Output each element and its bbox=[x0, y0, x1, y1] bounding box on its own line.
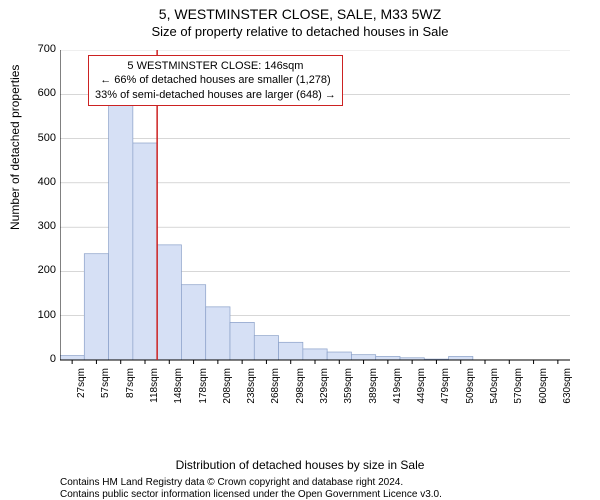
x-tick-label: 208sqm bbox=[222, 368, 233, 412]
callout-line1: 5 WESTMINSTER CLOSE: 146sqm bbox=[95, 59, 336, 73]
x-tick-label: 238sqm bbox=[246, 368, 257, 412]
x-tick-label: 600sqm bbox=[538, 368, 549, 412]
y-tick-label: 500 bbox=[26, 132, 56, 144]
footer-copyright-2: Contains public sector information licen… bbox=[60, 489, 442, 500]
y-tick-label: 200 bbox=[26, 264, 56, 276]
y-tick-label: 100 bbox=[26, 309, 56, 321]
x-tick-label: 329sqm bbox=[319, 368, 330, 412]
x-tick-label: 27sqm bbox=[76, 368, 87, 412]
y-axis-label: Number of detached properties bbox=[8, 65, 22, 230]
x-tick-label: 479sqm bbox=[440, 368, 451, 412]
x-tick-label: 57sqm bbox=[100, 368, 111, 412]
y-tick-label: 0 bbox=[26, 353, 56, 365]
address-title: 5, WESTMINSTER CLOSE, SALE, M33 5WZ bbox=[0, 0, 600, 22]
x-tick-label: 540sqm bbox=[489, 368, 500, 412]
x-tick-label: 178sqm bbox=[198, 368, 209, 412]
callout-line3: 33% of semi-detached houses are larger (… bbox=[95, 88, 336, 102]
x-tick-label: 389sqm bbox=[368, 368, 379, 412]
y-tick-label: 700 bbox=[26, 43, 56, 55]
x-tick-label: 419sqm bbox=[392, 368, 403, 412]
x-axis-label: Distribution of detached houses by size … bbox=[0, 458, 600, 472]
x-tick-label: 509sqm bbox=[465, 368, 476, 412]
y-tick-label: 300 bbox=[26, 220, 56, 232]
chart-area: 5 WESTMINSTER CLOSE: 146sqm ← 66% of det… bbox=[60, 50, 580, 420]
x-tick-label: 87sqm bbox=[125, 368, 136, 412]
x-tick-label: 148sqm bbox=[173, 368, 184, 412]
callout-box: 5 WESTMINSTER CLOSE: 146sqm ← 66% of det… bbox=[88, 55, 343, 106]
x-tick-label: 570sqm bbox=[513, 368, 524, 412]
x-tick-label: 298sqm bbox=[295, 368, 306, 412]
y-tick-label: 600 bbox=[26, 87, 56, 99]
x-tick-label: 449sqm bbox=[416, 368, 427, 412]
x-tick-label: 359sqm bbox=[343, 368, 354, 412]
x-tick-label: 268sqm bbox=[270, 368, 281, 412]
x-tick-label: 118sqm bbox=[149, 368, 160, 412]
chart-subtitle: Size of property relative to detached ho… bbox=[0, 22, 600, 39]
footer-copyright-1: Contains HM Land Registry data © Crown c… bbox=[60, 477, 403, 488]
x-tick-label: 630sqm bbox=[562, 368, 573, 412]
callout-line2: ← 66% of detached houses are smaller (1,… bbox=[95, 73, 336, 87]
y-tick-label: 400 bbox=[26, 176, 56, 188]
